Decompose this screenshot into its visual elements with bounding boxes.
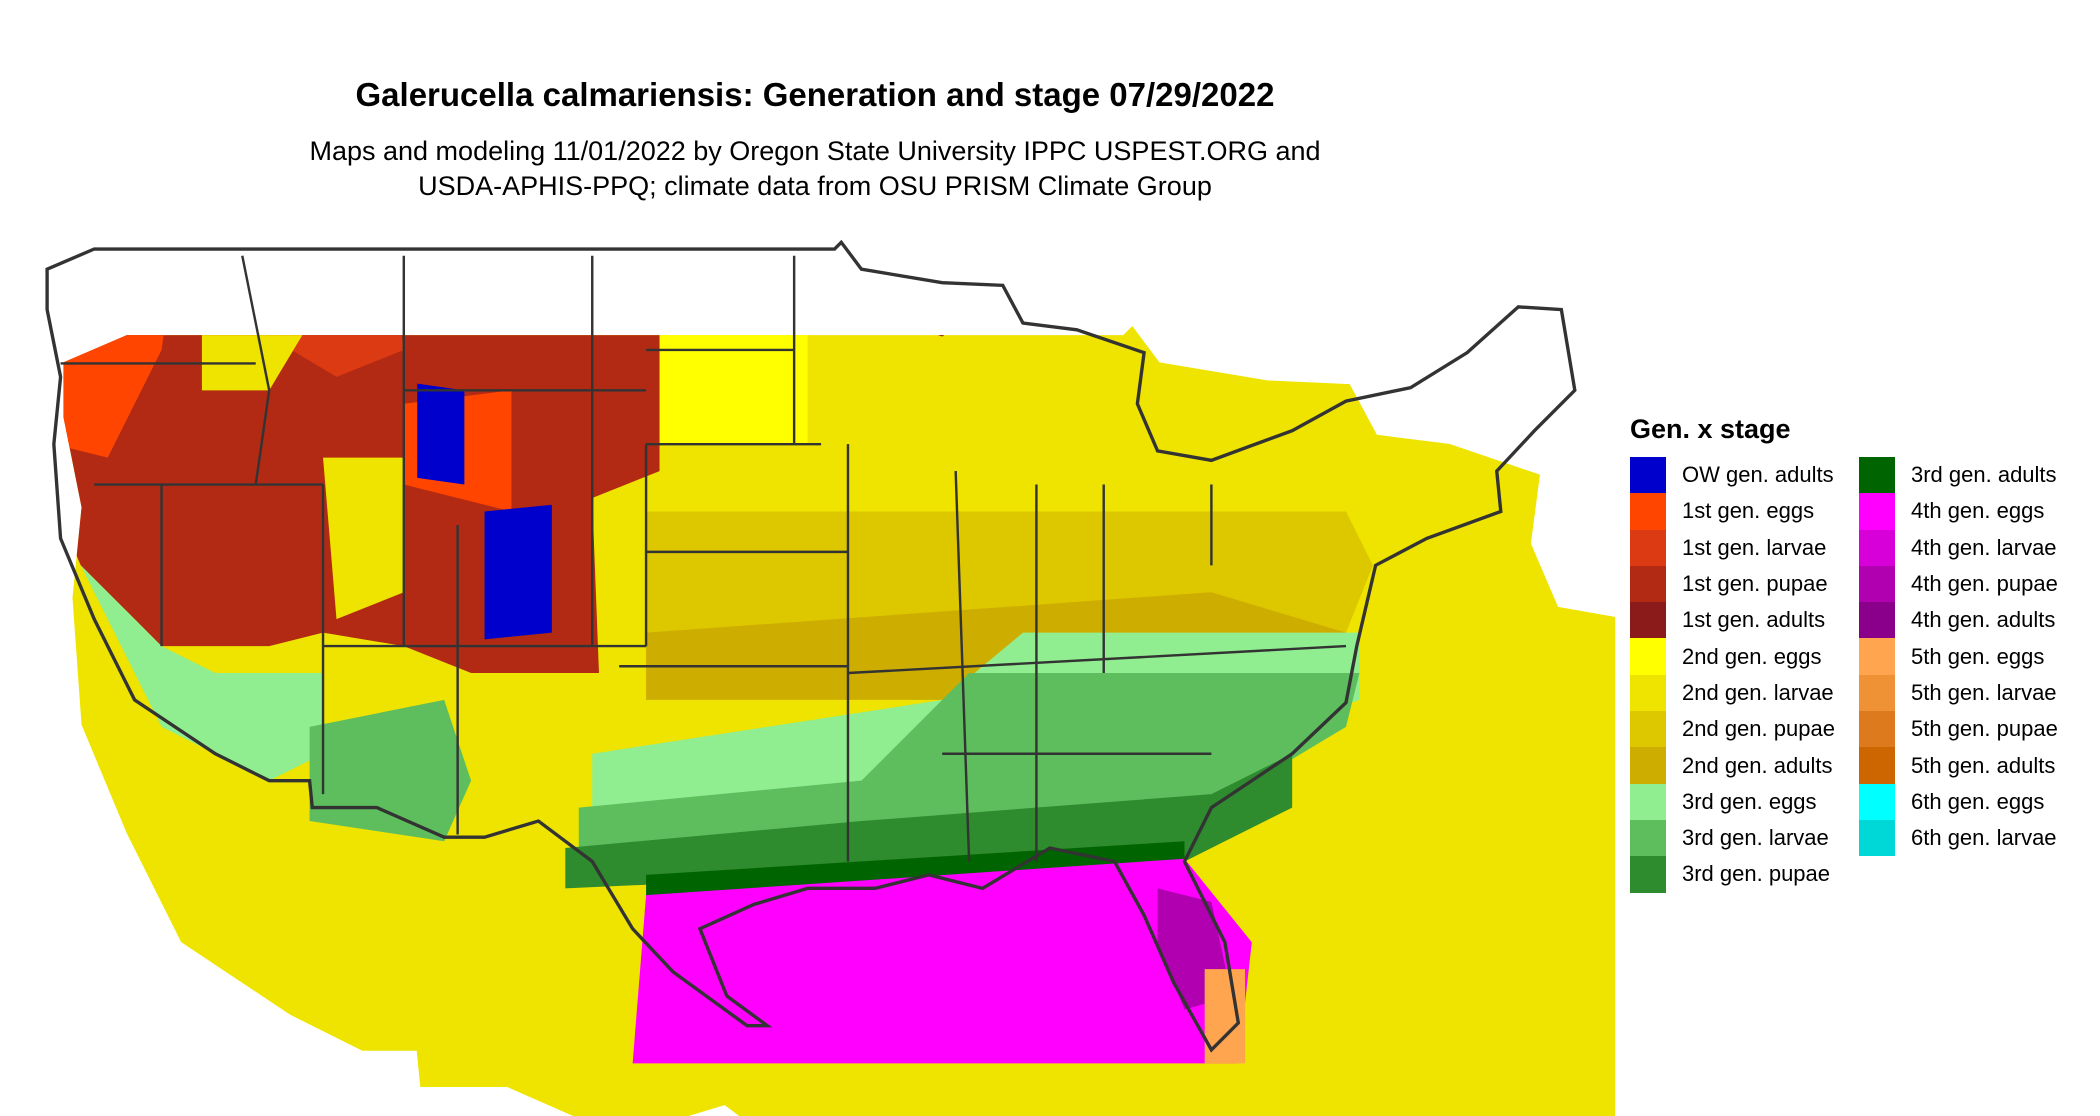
- legend-label: 1st gen. pupae: [1682, 571, 1828, 597]
- legend-item: 2nd gen. larvae: [1630, 674, 1835, 712]
- legend-swatch: [1630, 783, 1666, 820]
- region-ow-gen-adults-co: [484, 504, 552, 640]
- legend-label: 3rd gen. adults: [1911, 462, 2057, 488]
- legend-swatch: [1630, 819, 1666, 857]
- legend-swatch: [1859, 747, 1895, 784]
- legend-label: 3rd gen. eggs: [1682, 788, 1817, 814]
- legend-swatch: [1630, 856, 1666, 893]
- region-1st-gen-eggs: [63, 326, 175, 458]
- legend-swatch: [1630, 602, 1666, 639]
- legend-label: 2nd gen. eggs: [1682, 643, 1822, 669]
- legend-label: 4th gen. adults: [1911, 607, 2056, 633]
- legend-swatch: [1859, 638, 1895, 675]
- legend-item: 5th gen. pupae: [1859, 711, 2058, 748]
- legend-item: 1st gen. pupae: [1630, 565, 1835, 603]
- legend-swatch: [1859, 529, 1895, 566]
- legend-label: 1st gen. larvae: [1682, 534, 1827, 560]
- legend-swatch: [1630, 711, 1666, 748]
- legend-item: 4th gen. adults: [1859, 602, 2058, 639]
- legend-item: 1st gen. larvae: [1630, 529, 1835, 566]
- legend-label: 1st gen. eggs: [1682, 498, 1815, 524]
- legend-label: 6th gen. larvae: [1911, 825, 2057, 851]
- legend-swatch: [1859, 457, 1895, 494]
- legend-item: 4th gen. pupae: [1859, 565, 2058, 603]
- map-subtitle-line-1: Maps and modeling 11/01/2022 by Oregon S…: [309, 136, 1321, 166]
- legend-label: 1st gen. adults: [1682, 607, 1826, 633]
- legend-label: 5th gen. adults: [1911, 752, 2056, 778]
- legend-swatch: [1630, 457, 1666, 494]
- legend-label: 3rd gen. pupae: [1682, 861, 1831, 887]
- legend-label: OW gen. adults: [1682, 462, 1834, 488]
- legend-label: 4th gen. larvae: [1911, 534, 2057, 560]
- legend-swatch: [1859, 783, 1895, 820]
- legend-swatch: [1630, 493, 1666, 530]
- legend-label: 2nd gen. larvae: [1682, 679, 1834, 705]
- legend-column-2: 3rd gen. adults 4th gen. eggs 4th gen. lar…: [1859, 457, 2058, 857]
- legend-swatch: [1630, 747, 1666, 784]
- legend-swatch: [1859, 565, 1895, 603]
- legend-item: 1st gen. adults: [1630, 602, 1835, 639]
- legend-swatch: [1630, 638, 1666, 675]
- legend-item: 3rd gen. larvae: [1630, 819, 1835, 857]
- legend-swatch: [1859, 602, 1895, 639]
- legend-item: 2nd gen. eggs: [1630, 638, 1835, 675]
- legend-item: 5th gen. eggs: [1859, 638, 2058, 675]
- legend-item: 4th gen. larvae: [1859, 529, 2058, 566]
- state-borders: [45, 239, 1577, 1053]
- legend-label: 3rd gen. larvae: [1682, 825, 1829, 851]
- legend-label: 2nd gen. adults: [1682, 752, 1833, 778]
- legend-title: Gen. x stage: [1630, 414, 1791, 444]
- legend-label: 5th gen. eggs: [1911, 643, 2045, 669]
- legend-item: 2nd gen. adults: [1630, 747, 1835, 784]
- legend-label: 2nd gen. pupae: [1682, 716, 1835, 742]
- legend-swatch: [1630, 565, 1666, 603]
- region-2nd-gen-larvae-basin: [323, 457, 404, 620]
- legend-label: 4th gen. pupae: [1911, 571, 2058, 597]
- legend-swatch: [1630, 529, 1666, 566]
- region-4th-gen-eggs: [632, 858, 1252, 1064]
- region-3rd-gen-eggs-ca: [80, 565, 324, 781]
- region-3rd-gen-larvae: [578, 673, 1360, 862]
- legend-item: 3rd gen. adults: [1859, 457, 2058, 494]
- legend-swatch: [1859, 674, 1895, 712]
- legend-swatch: [1630, 674, 1666, 712]
- legend-item: 4th gen. eggs: [1859, 493, 2058, 530]
- legend-swatch: [1859, 493, 1895, 530]
- region-ow-gen-adults-wy: [417, 383, 465, 485]
- legend-item: 6th gen. larvae: [1859, 819, 2058, 857]
- legend-item: 1st gen. eggs: [1630, 493, 1835, 530]
- legend-swatch: [1859, 819, 1895, 857]
- legend-item: 3rd gen. pupae: [1630, 856, 1835, 893]
- legend-swatch: [1859, 711, 1895, 748]
- legend-label: 4th gen. eggs: [1911, 498, 2045, 524]
- legend-item: 2nd gen. pupae: [1630, 711, 1835, 748]
- legend-item: 6th gen. eggs: [1859, 783, 2058, 820]
- legend-item: 5th gen. adults: [1859, 747, 2058, 784]
- legend-item: 3rd gen. eggs: [1630, 783, 1835, 820]
- map-title: Galerucella calmariensis: Generation and…: [355, 76, 1275, 113]
- legend-label: 6th gen. eggs: [1911, 788, 2045, 814]
- legend-item: OW gen. adults: [1630, 457, 1835, 494]
- legend-label: 5th gen. pupae: [1911, 716, 2058, 742]
- legend-label: 5th gen. larvae: [1911, 679, 2057, 705]
- map-subtitle-line-2: USDA-APHIS-PPQ; climate data from OSU PR…: [418, 171, 1212, 201]
- legend-item: 5th gen. larvae: [1859, 674, 2058, 712]
- legend-column-1: OW gen. adults 1st gen. eggs 1st gen. larv…: [1630, 457, 1835, 893]
